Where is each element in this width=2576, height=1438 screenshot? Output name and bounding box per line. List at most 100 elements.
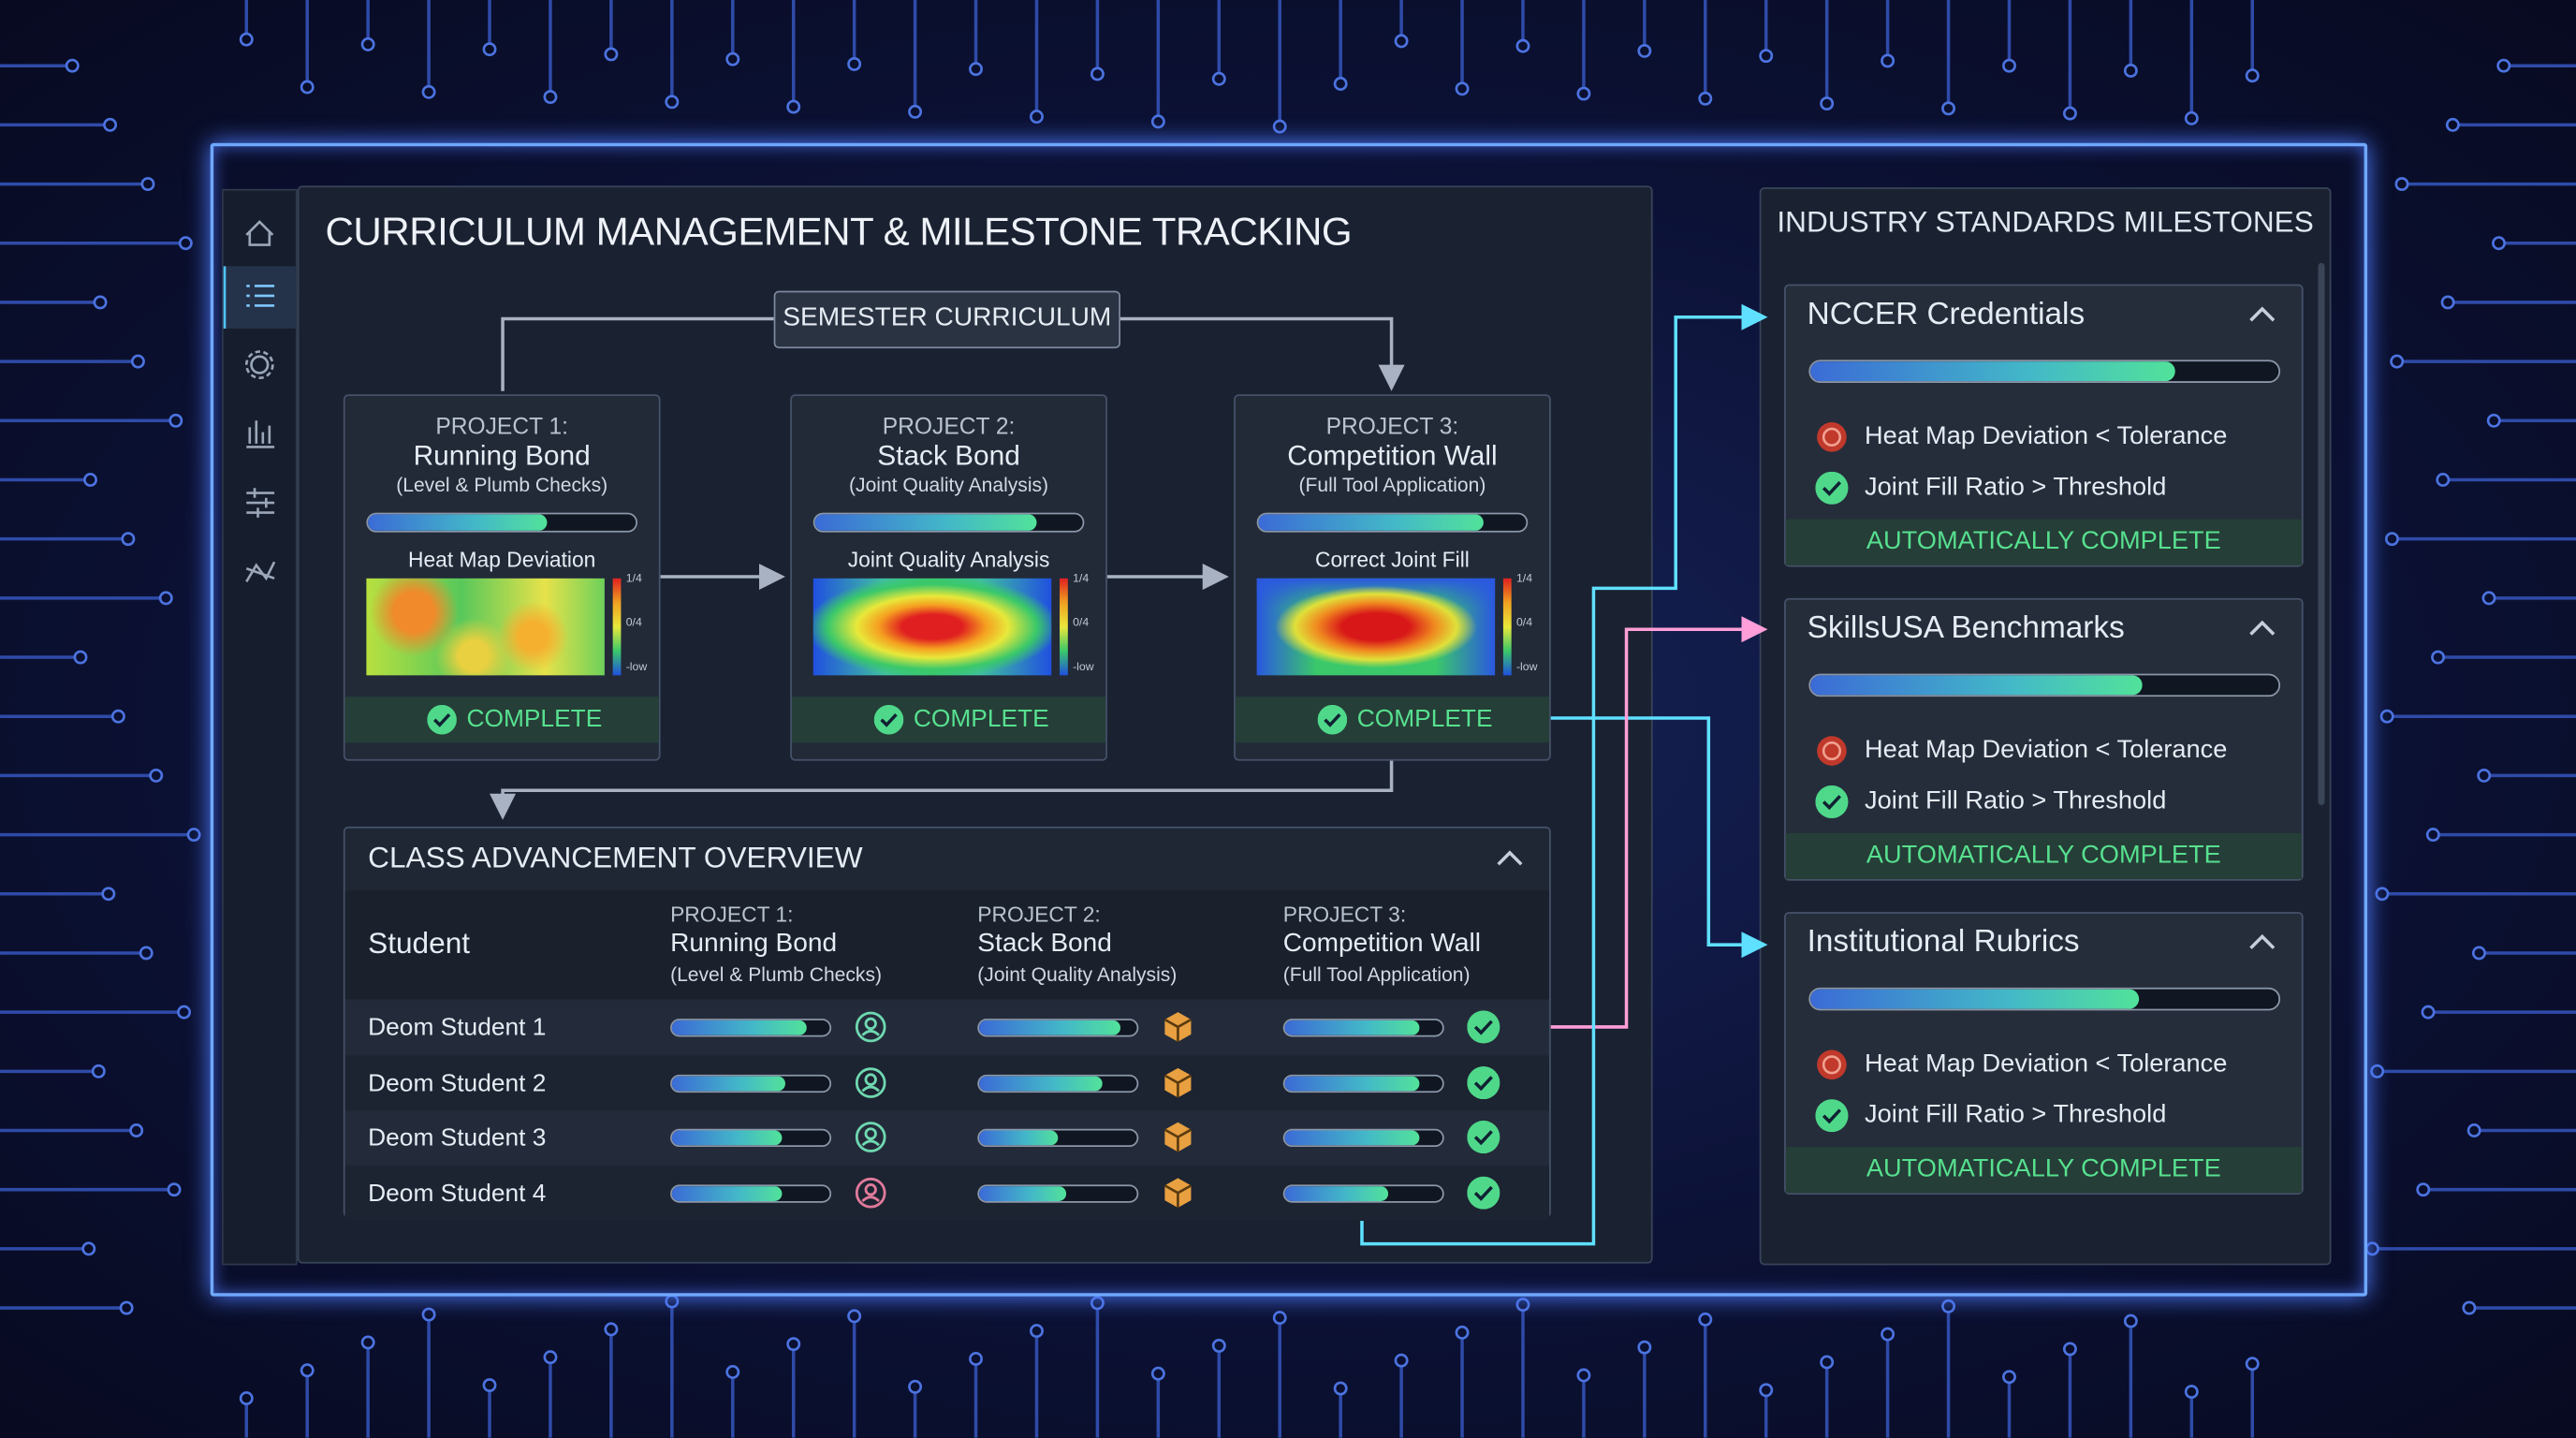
trace-node — [110, 709, 125, 724]
network-icon[interactable] — [245, 561, 276, 582]
collapse-chevron[interactable] — [1493, 846, 1526, 870]
status-label: COMPLETE — [913, 704, 1049, 733]
criterion: Joint Fill Ratio > Threshold — [1865, 473, 2167, 502]
trace-node — [543, 90, 558, 105]
module-icon-glyph — [1164, 1177, 1193, 1208]
progress-fill — [814, 514, 1037, 531]
milestone-name: Institutional Rubrics — [1807, 925, 2080, 960]
milestone-name: SkillsUSA Benchmarks — [1807, 610, 2125, 646]
trace-node — [360, 37, 375, 51]
filters-icon[interactable] — [246, 488, 275, 518]
trace-node — [2445, 117, 2460, 132]
check-icon-glyph — [1815, 785, 1849, 819]
project-name: Stack Bond — [877, 440, 1020, 472]
progress-track — [670, 1128, 832, 1148]
settings-icon[interactable] — [250, 355, 270, 374]
collapse-chevron[interactable] — [2246, 302, 2278, 326]
trace-node — [81, 1241, 96, 1256]
progress-fill — [979, 1130, 1059, 1146]
progress-fill — [1284, 1185, 1389, 1201]
trace-node — [2462, 1300, 2477, 1315]
progress-fill — [1810, 361, 2176, 382]
scrollbar[interactable] — [2318, 262, 2325, 805]
progress-fill — [1284, 1075, 1419, 1091]
progress-track — [977, 1019, 1139, 1037]
progress-track — [977, 1183, 1139, 1202]
trace-node — [83, 473, 97, 487]
progress-track — [670, 1073, 832, 1093]
overview-title: CLASS ADVANCEMENT OVERVIEW — [368, 841, 863, 874]
milestone-status: AUTOMATICALLY COMPLETE — [1866, 841, 2221, 870]
trace-node — [604, 1322, 619, 1337]
progress-fill — [979, 1020, 1121, 1035]
criterion: Heat Map Deviation < Tolerance — [1865, 422, 2228, 450]
trace-node — [119, 1300, 134, 1315]
trace-node — [2394, 177, 2409, 192]
scale-label: 0/4 — [1515, 617, 1533, 630]
semester-box — [773, 290, 1120, 349]
progress-fill — [1258, 514, 1484, 531]
trace-node — [2384, 532, 2399, 547]
check-icon-glyph — [873, 704, 904, 735]
student-name: Deom Student 4 — [368, 1179, 547, 1208]
check-icon — [1467, 1010, 1500, 1044]
trace-node — [2379, 709, 2394, 724]
trace-node — [239, 32, 254, 47]
module-icon — [1162, 1121, 1194, 1153]
column-number: PROJECT 2: — [977, 902, 1101, 927]
check-icon — [1815, 1099, 1849, 1133]
milestone-status: AUTOMATICALLY COMPLETE — [1866, 1154, 2221, 1183]
check-icon-glyph — [1815, 471, 1849, 505]
trace-node — [1455, 81, 1470, 96]
list-icon[interactable] — [246, 285, 275, 307]
progress-track — [1808, 987, 2281, 1011]
frame — [210, 142, 2368, 1297]
chart-icon[interactable] — [246, 420, 275, 448]
status-label: COMPLETE — [1356, 704, 1493, 733]
column-number: PROJECT 3: — [1282, 902, 1407, 927]
trace-node — [1211, 71, 1226, 86]
trace-node — [665, 95, 680, 110]
progress-fill — [1810, 989, 2139, 1009]
student-header: Student — [368, 926, 471, 960]
progress-track — [1282, 1073, 1444, 1093]
trace-node — [2431, 650, 2446, 665]
trace-node — [1515, 1298, 1530, 1313]
trace-node — [908, 1379, 923, 1394]
scale-label: -low — [1515, 662, 1538, 674]
progress-track — [1256, 512, 1529, 533]
check-icon — [1467, 1120, 1500, 1154]
trace-node — [2466, 1123, 2481, 1137]
check-icon — [1815, 785, 1849, 819]
status-label: COMPLETE — [466, 704, 603, 733]
fail-icon-glyph — [1817, 422, 1847, 452]
trace-node — [239, 1391, 254, 1406]
progress-fill — [368, 514, 548, 531]
project-number: PROJECT 1: — [435, 412, 568, 439]
scale-label: 0/4 — [625, 617, 642, 630]
trace-node — [2364, 1241, 2379, 1256]
column-detail: (Joint Quality Analysis) — [977, 962, 1178, 987]
column-number: PROJECT 1: — [670, 902, 794, 927]
scale-label: 1/4 — [625, 573, 642, 585]
trace-node — [1820, 96, 1835, 111]
trace-node — [2390, 354, 2405, 369]
trace-node — [2002, 1370, 2016, 1385]
project-detail: (Level & Plumb Checks) — [396, 473, 608, 497]
trace-node — [1941, 1299, 1956, 1313]
project-name: Running Bond — [413, 440, 591, 472]
fail-icon — [1815, 1049, 1848, 1081]
progress-track — [670, 1019, 832, 1037]
collapse-chevron[interactable] — [2246, 616, 2278, 639]
collapse-chevron[interactable] — [2246, 930, 2278, 953]
trace-node — [2062, 106, 2077, 121]
trace-node — [149, 768, 164, 783]
progress-track — [1282, 1183, 1444, 1202]
check-icon — [427, 704, 457, 735]
check-icon-glyph — [1467, 1065, 1500, 1099]
collapse-chevron-glyph — [2249, 306, 2276, 322]
home-icon[interactable] — [245, 220, 274, 246]
trace-node — [725, 1365, 740, 1379]
trace-node — [129, 1123, 144, 1137]
analysis-label: Joint Quality Analysis — [847, 547, 1050, 572]
